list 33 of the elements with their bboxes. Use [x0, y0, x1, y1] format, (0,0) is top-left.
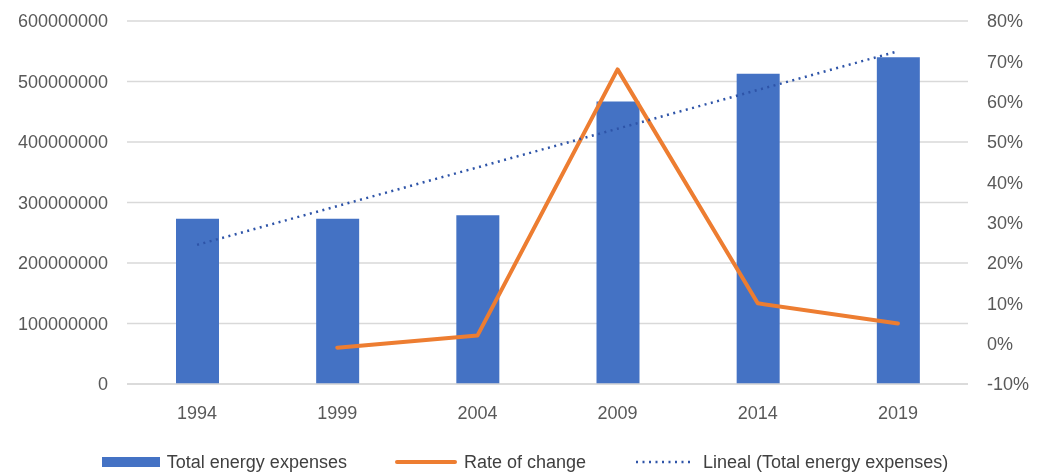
- legend-label: Rate of change: [463, 451, 587, 472]
- y-tick-label: 200000000: [17, 253, 108, 274]
- legend-label: Lineal (Total energy expenses): [703, 451, 949, 472]
- y2-tick-label: 70%: [987, 51, 1024, 72]
- bar: [736, 73, 780, 384]
- bar: [316, 218, 360, 384]
- x-tick-label: 1999: [317, 402, 358, 423]
- y2-tick-label: 20%: [987, 253, 1024, 274]
- y2-tick-label: 60%: [987, 92, 1024, 113]
- x-tick-label: 2009: [597, 402, 638, 423]
- bar: [456, 215, 500, 384]
- x-tick-label: 1994: [177, 402, 218, 423]
- bar: [596, 101, 640, 384]
- y2-tick-label: 40%: [987, 172, 1024, 193]
- x-tick-label: 2014: [737, 402, 778, 423]
- y-tick-label: 600000000: [17, 11, 108, 32]
- y2-tick-label: 10%: [987, 293, 1024, 314]
- y-tick-label: 100000000: [17, 313, 108, 334]
- y-tick-label: 400000000: [17, 132, 108, 153]
- x-tick-label: 2004: [457, 402, 498, 423]
- y2-tick-label: 0%: [987, 334, 1014, 355]
- y-tick-label: 300000000: [17, 192, 108, 213]
- y-tick-label: 500000000: [17, 71, 108, 92]
- y2-tick-label: 30%: [987, 213, 1024, 234]
- legend-label: Total energy expenses: [166, 451, 347, 472]
- bar: [176, 218, 219, 384]
- y2-tick-label: 80%: [987, 11, 1024, 32]
- y2-tick-label: 50%: [987, 132, 1024, 153]
- bar: [876, 57, 920, 384]
- x-tick-label: 2019: [877, 402, 918, 423]
- y-tick-label: 0: [97, 374, 108, 395]
- line-series: [335, 67, 900, 350]
- y2-tick-label: -10%: [987, 374, 1030, 395]
